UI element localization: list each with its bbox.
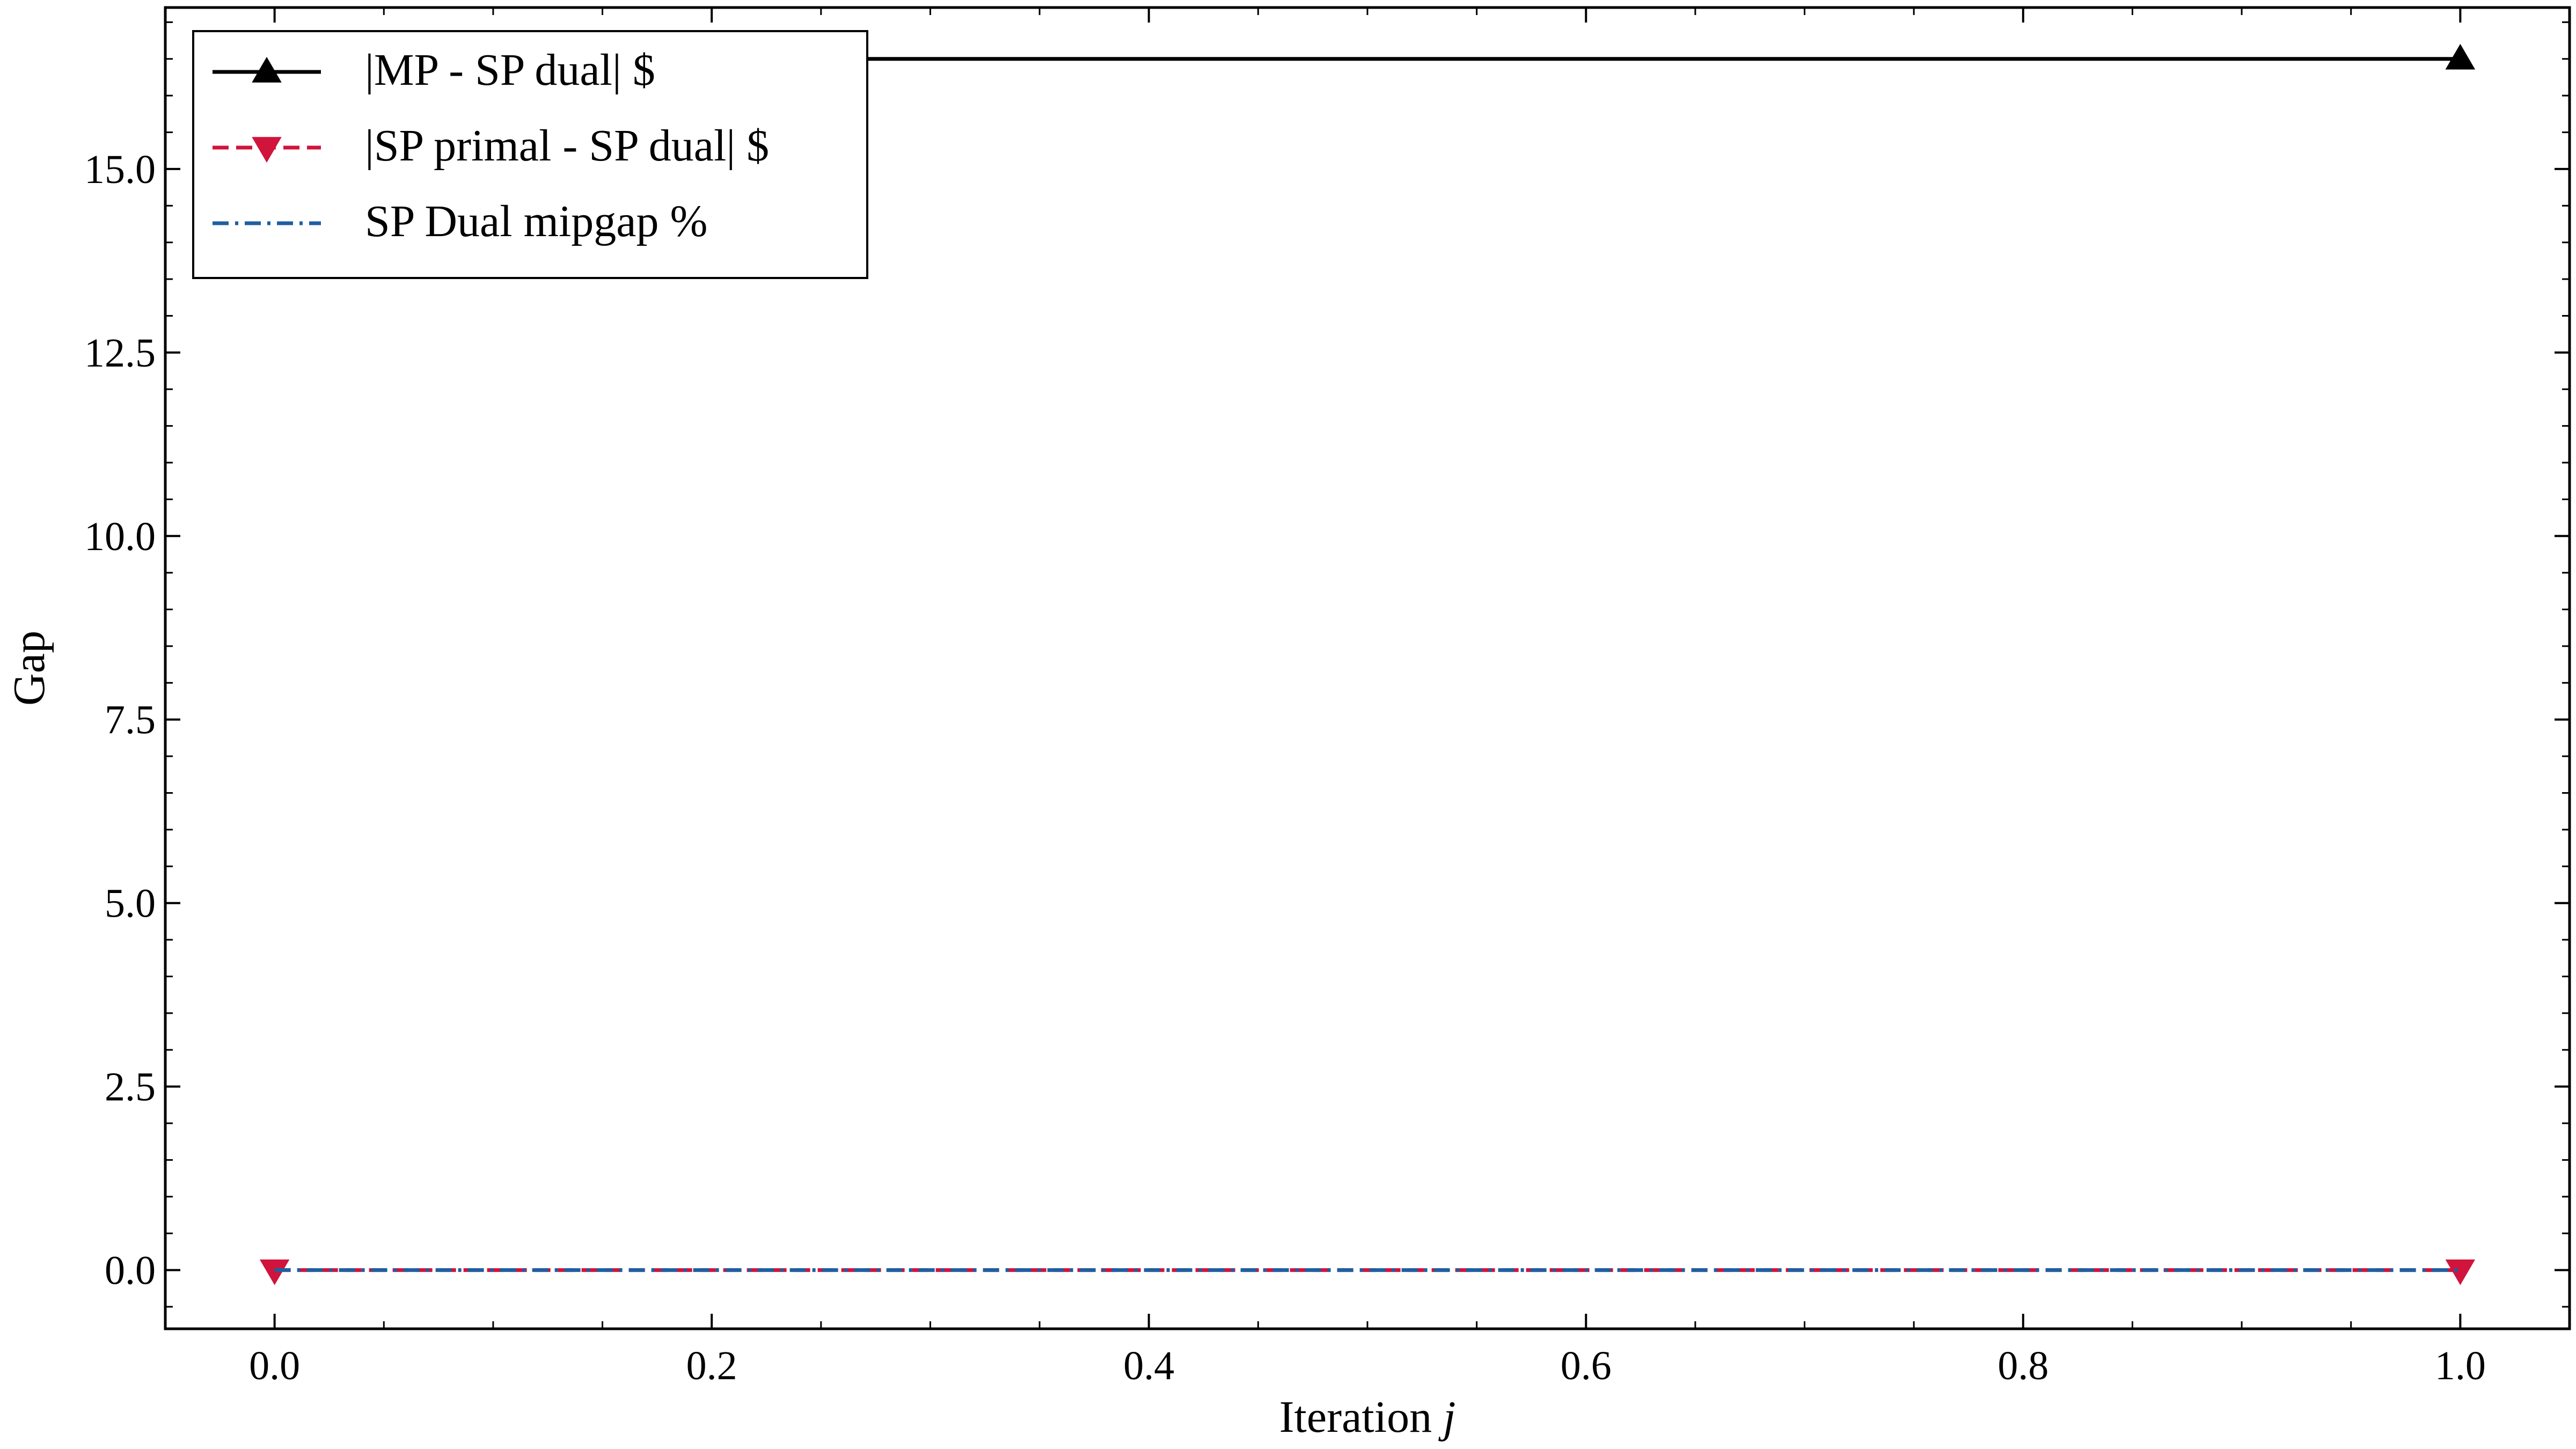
y-axis-label: Gap (4, 631, 54, 706)
x-tick-label: 0.2 (686, 1343, 737, 1388)
y-tick-label: 15.0 (84, 147, 156, 192)
series-point (2445, 43, 2476, 70)
y-tick-label: 2.5 (105, 1065, 156, 1110)
legend-entry: SP Dual mipgap % (213, 196, 708, 246)
x-tick-label: 0.8 (1997, 1343, 2048, 1388)
y-tick-label: 7.5 (105, 698, 156, 743)
x-tick-label: 0.0 (249, 1343, 300, 1388)
y-tick-label: 10.0 (84, 514, 156, 559)
x-tick-label: 0.6 (1561, 1343, 1612, 1388)
legend-label: SP Dual mipgap % (365, 196, 708, 246)
major-ticks (165, 8, 2570, 1329)
x-axis-label-prefix: Iteration (1279, 1392, 1444, 1442)
legend-label: |MP - SP dual| $ (365, 45, 655, 95)
series-point (2445, 1259, 2476, 1285)
y-tick-label: 5.0 (105, 881, 156, 926)
legend-label: |SP primal - SP dual| $ (365, 121, 769, 171)
y-tick-label: 0.0 (105, 1248, 156, 1293)
legend-entries: |MP - SP dual| $ |SP primal - SP dual| $ S… (213, 45, 769, 246)
y-tick-labels: 0.0 2.5 5.0 7.5 10.0 12.5 15.0 (84, 147, 156, 1293)
x-tick-labels: 0.0 0.2 0.4 0.6 0.8 1.0 (249, 1343, 2486, 1388)
series-point (259, 1259, 290, 1285)
plot-frame (164, 6, 2571, 1330)
legend-entry: |SP primal - SP dual| $ (213, 121, 769, 171)
legend: |MP - SP dual| $ |SP primal - SP dual| $ S… (192, 30, 868, 279)
x-axis-label: Iteration j (1279, 1392, 1456, 1442)
legend-marker (252, 137, 282, 163)
x-tick-label: 0.4 (1123, 1343, 1174, 1388)
x-tick-label: 1.0 (2435, 1343, 2486, 1388)
legend-entry: |MP - SP dual| $ (213, 45, 655, 95)
legend-marker (252, 57, 282, 83)
y-tick-label: 12.5 (84, 331, 156, 376)
